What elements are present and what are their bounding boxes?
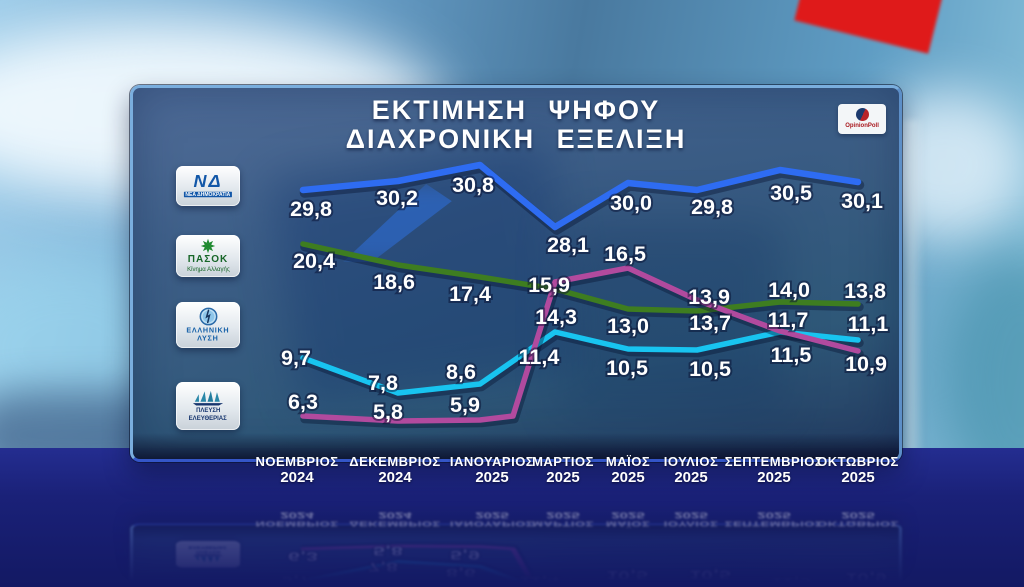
plefsi-label-line2: ΕΛΕΥΘΕΡΙΑΣ (188, 415, 228, 422)
legend-card-nea-dimokratia: ΝΔ ΝΕΑ ΔΗΜΟΚΡΑΤΙΑ (176, 166, 240, 206)
x-axis-label: ΜΑΪΟΣ 2025 (605, 454, 651, 486)
watermark-blob (268, 139, 578, 407)
panel-bottom-shade (133, 433, 899, 459)
opinionpoll-badge: OpinionPoll (838, 104, 886, 134)
opinionpoll-label: OpinionPoll (845, 121, 879, 129)
legend-card-plefsi-eleftherias: ΠΛΕΥΣΗ ΕΛΕΥΘΕΡΙΑΣ (176, 382, 240, 430)
plefsi-label-line1: ΠΛΕΥΣΗ (195, 407, 221, 414)
x-axis-label: ΣΕΠΤΕΜΒΡΙΟΣ 2025 (724, 454, 824, 486)
x-axis-label: ΜΑΡΤΙΟΣ 2025 (532, 454, 594, 486)
watermark-blob (563, 218, 783, 418)
pasok-sublabel: Κίνημα Αλλαγής (186, 266, 230, 273)
watermark-shape (343, 184, 452, 262)
legend-card-elliniki-lysi: ΕΛΛΗΝΙΚΗ ΛΥΣΗ (176, 302, 240, 348)
opinionpoll-logo-icon (855, 107, 869, 121)
nea-dimokratia-logo-icon: ΝΔ (193, 171, 223, 191)
pasok-label: ΠΑΣΟΚ (187, 254, 229, 265)
title-line-1: ΕΚΤΙΜΗΣΗ ΨΗΦΟΥ (371, 95, 661, 125)
x-axis-label: ΔΕΚΕΜΒΡΙΟΣ 2024 (349, 454, 441, 486)
background-highlight-seam (898, 120, 924, 460)
elliniki-lysi-compass-icon (199, 307, 217, 326)
poll-panel: ΕΚΤΙΜΗΣΗ ΨΗΦΟΥ ΔΙΑΧΡΟΝΙΚΗ ΕΞΕΛΙΞΗ Opinio… (130, 85, 902, 462)
elliniki-lysi-label-line2: ΛΥΣΗ (197, 334, 219, 343)
page-title: ΕΚΤΙΜΗΣΗ ΨΗΦΟΥ ΔΙΑΧΡΟΝΙΚΗ ΕΞΕΛΙΞΗ (133, 96, 899, 154)
elliniki-lysi-label-line1: ΕΛΛΗΝΙΚΗ (186, 326, 230, 335)
legend-card-pasok: ΠΑΣΟΚ Κίνημα Αλλαγής (176, 235, 240, 277)
x-axis-label: ΝΟΕΜΒΡΙΟΣ 2024 (255, 454, 339, 486)
stage: ΕΚΤΙΜΗΣΗ ΨΗΦΟΥ ΔΙΑΧΡΟΝΙΚΗ ΕΞΕΛΙΞΗ Opinio… (0, 85, 1024, 503)
pasok-sun-icon (200, 238, 216, 254)
x-axis-months: ΝΟΕΜΒΡΙΟΣ 2024 ΔΕΚΕΜΒΡΙΟΣ 2024 ΙΑΝΟΥΑΡΙΟ… (0, 454, 1024, 503)
x-axis-label: ΙΟΥΛΙΟΣ 2025 (663, 454, 719, 486)
x-axis-label: ΙΑΝΟΥΑΡΙΟΣ 2025 (449, 454, 535, 486)
title-line-2: ΔΙΑΧΡΟΝΙΚΗ ΕΞΕΛΙΞΗ (345, 124, 687, 154)
plefsi-sailboat-icon (192, 390, 224, 406)
nea-dimokratia-label: ΝΕΑ ΔΗΜΟΚΡΑΤΙΑ (184, 191, 232, 198)
x-axis-label: ΟΚΤΩΒΡΙΟΣ 2025 (817, 454, 899, 486)
